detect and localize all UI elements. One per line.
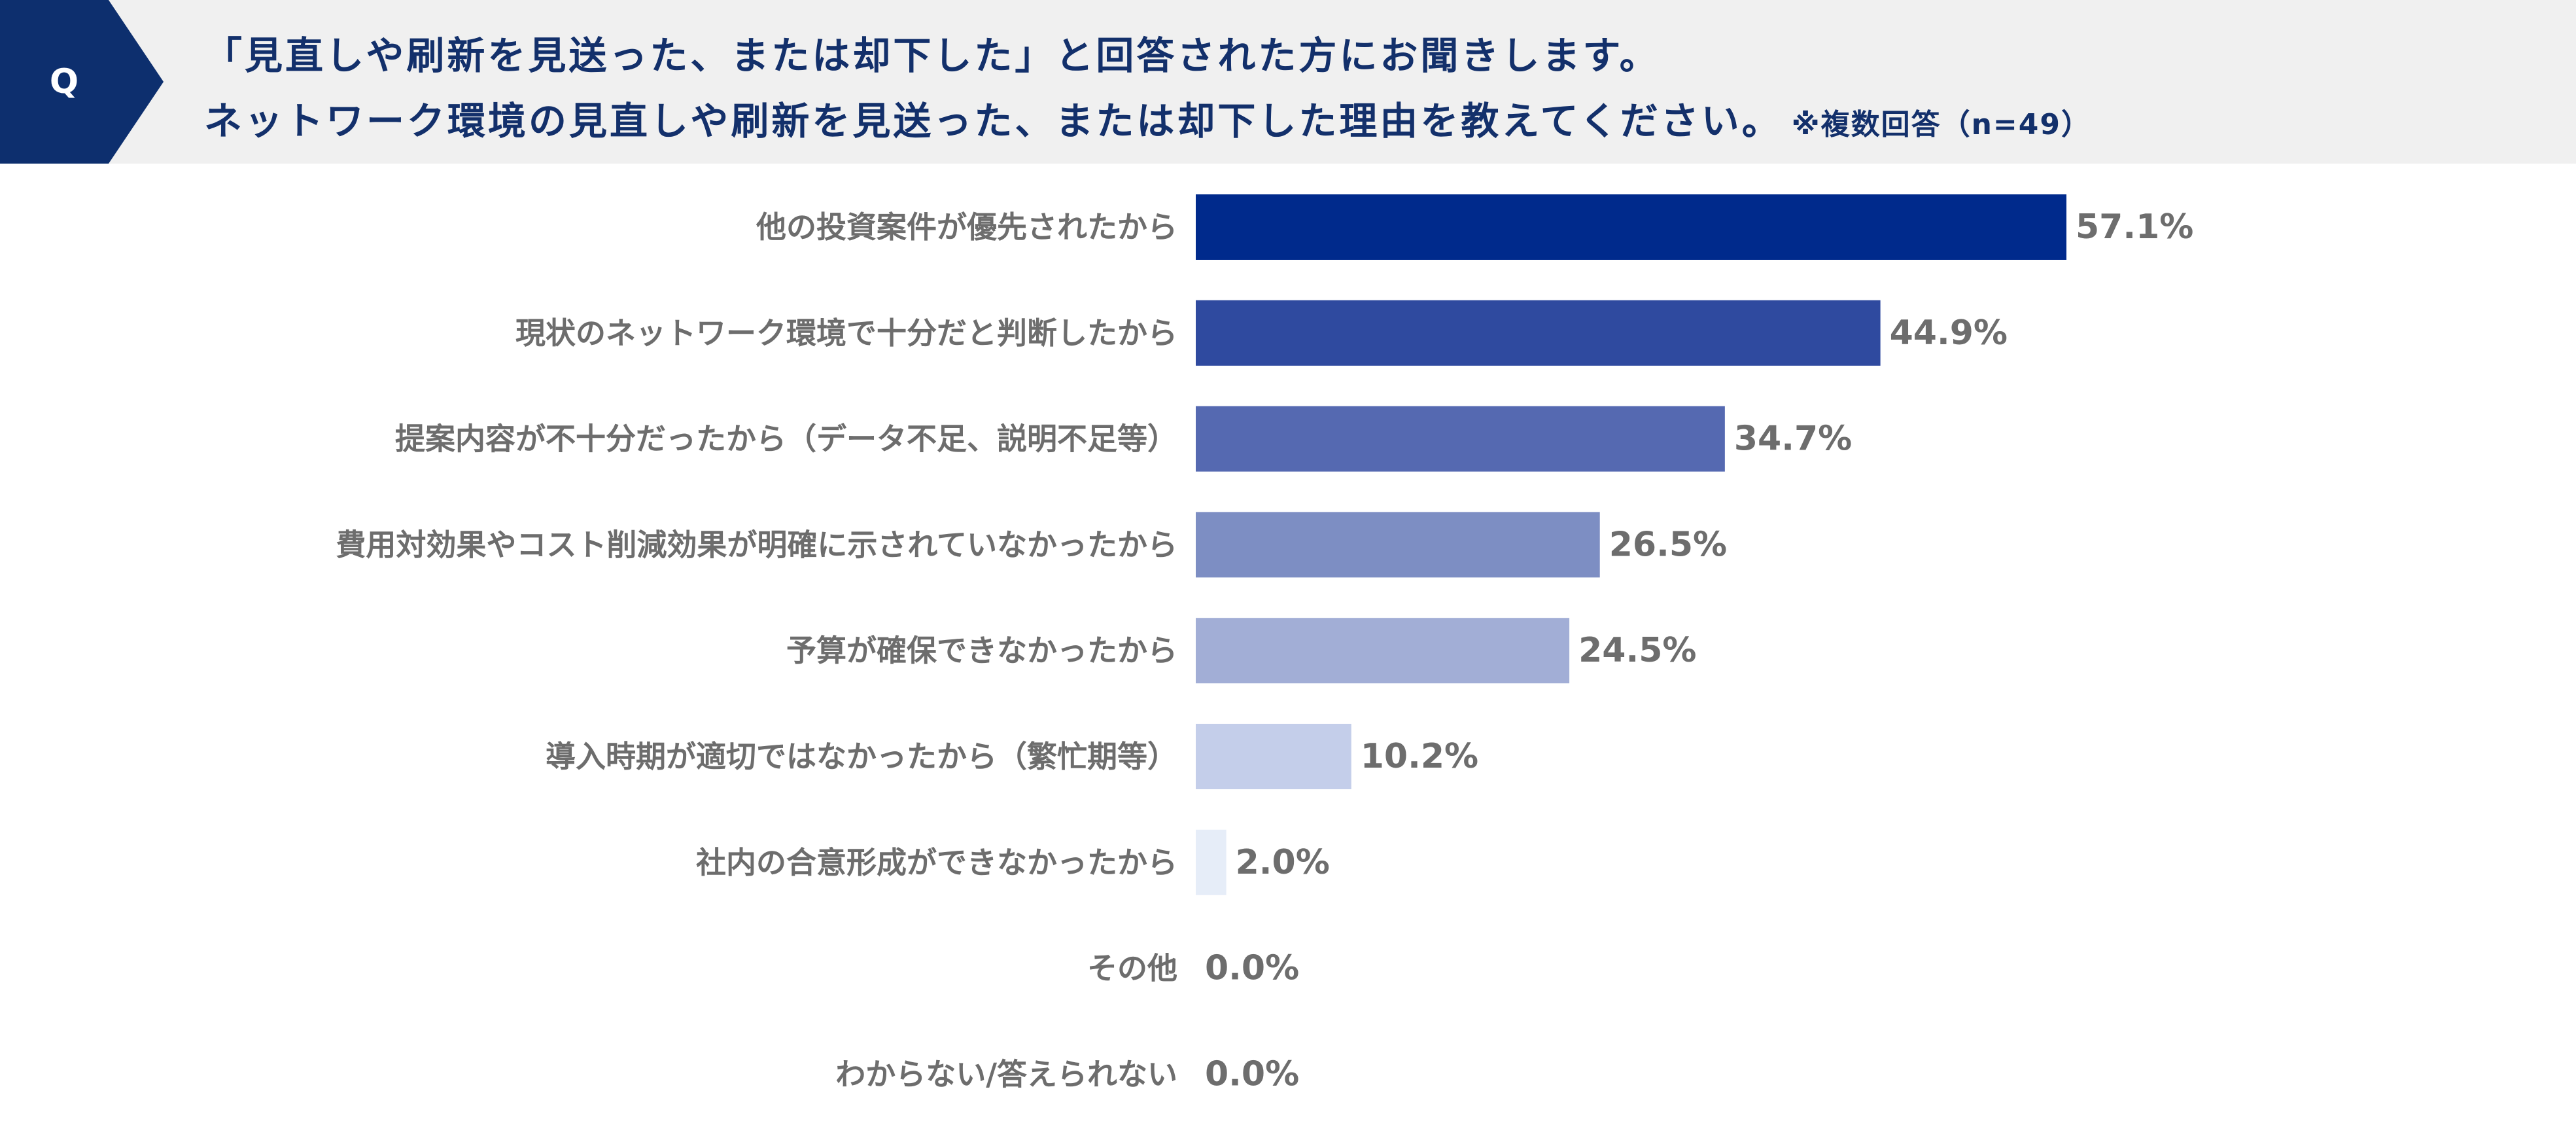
bar [1196, 724, 1351, 789]
bar [1196, 512, 1600, 578]
category-label: 費用対効果やコスト削減効果が明確に示されていなかったから [336, 527, 1177, 562]
value-label: 0.0% [1205, 1054, 1299, 1094]
category-label: 他の投資案件が優先されたから [756, 209, 1177, 245]
question-text-line-1: 「見直しや刷新を見送った、または却下した」と回答された方にお聞きします。 [204, 33, 1660, 78]
question-text-line-2: ネットワーク環境の見直しや刷新を見送った、または却下した理由を教えてください。 ※… [204, 90, 2091, 145]
bar-chart: 他の投資案件が優先されたから 57.1% 現状のネットワーク環境で十分だと判断したか… [336, 194, 2193, 1094]
bar [1196, 618, 1570, 684]
category-label: 提案内容が不十分だったから（データ不足、説明不足等） [395, 421, 1177, 457]
value-label: 44.9% [1890, 313, 2008, 353]
category-label: 導入時期が適切ではなかったから（繁忙期等） [546, 739, 1177, 774]
question-badge: Q [0, 0, 164, 164]
category-label: 現状のネットワーク環境で十分だと判断したから [515, 315, 1177, 351]
value-label: 26.5% [1609, 525, 1727, 564]
bar [1196, 300, 1881, 366]
question-header: Q 「見直しや刷新を見送った、または却下した」と回答された方にお聞きします。 ネ… [0, 0, 2576, 164]
category-label: その他 [1087, 951, 1177, 986]
question-note: ※複数回答（n=49） [1791, 108, 2091, 141]
category-label: わからない/答えられない [835, 1056, 1177, 1092]
value-label: 57.1% [2076, 207, 2193, 247]
category-label: 予算が確保できなかったから [786, 633, 1177, 668]
bar [1196, 406, 1725, 472]
question-badge-letter: Q [49, 62, 79, 101]
bar [1196, 829, 1227, 895]
value-label: 10.2% [1361, 737, 1478, 776]
question-text-line-2-main: ネットワーク環境の見直しや刷新を見送った、または却下した理由を教えてください。 [204, 99, 1783, 143]
value-label: 34.7% [1734, 419, 1852, 459]
bar [1196, 194, 2066, 260]
value-label: 0.0% [1205, 949, 1299, 988]
category-label: 社内の合意形成ができなかったから [696, 845, 1177, 880]
value-label: 24.5% [1578, 631, 1696, 670]
value-label: 2.0% [1236, 843, 1330, 882]
